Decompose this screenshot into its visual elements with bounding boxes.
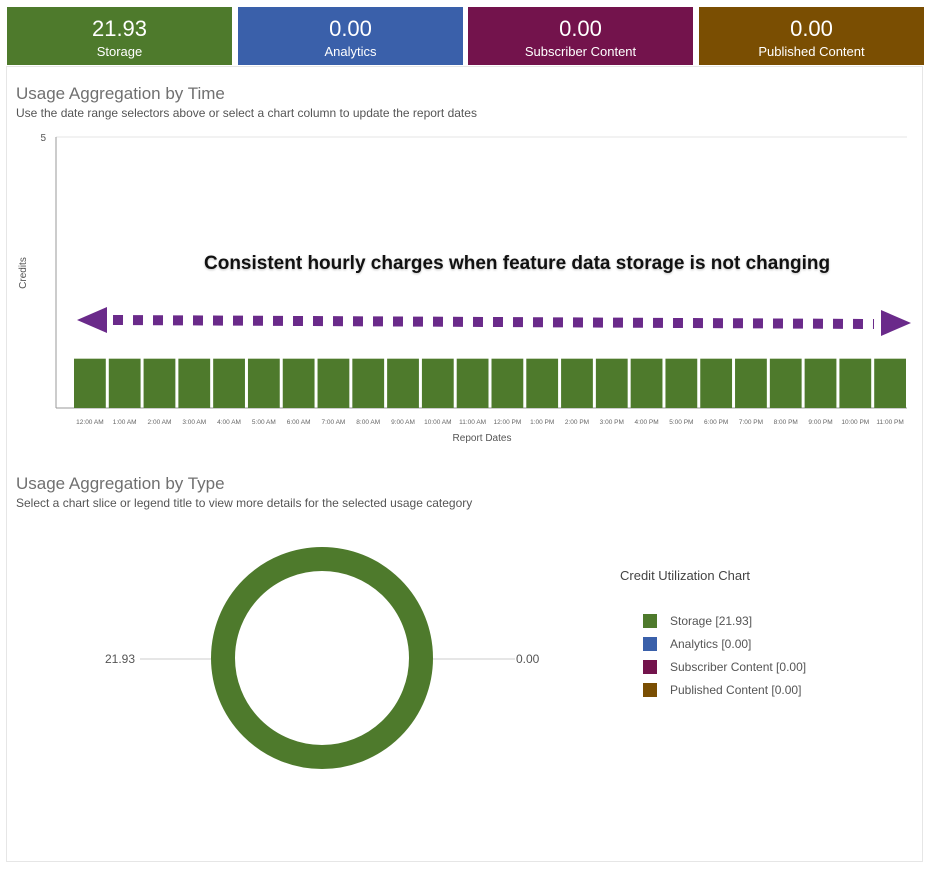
x-tick-label: 11:00 AM — [459, 419, 486, 426]
legend-label: Storage [21.93] — [670, 613, 753, 628]
x-tick-label: 1:00 AM — [113, 419, 137, 426]
donut-legend: Credit Utilization Chart Storage [21.93]… — [620, 568, 920, 701]
legend-item-subscriber-content[interactable]: Subscriber Content [0.00] — [620, 655, 920, 678]
annotation-text: Consistent hourly charges when feature d… — [204, 253, 831, 274]
x-tick-label: 5:00 AM — [252, 419, 276, 426]
donut-data-label: 0.00 — [516, 652, 540, 666]
bar[interactable] — [561, 358, 593, 408]
arrow-shaft — [112, 315, 875, 329]
legend-swatch — [643, 636, 657, 651]
type-section-subtitle: Select a chart slice or legend title to … — [16, 496, 473, 510]
arrow-head-left — [77, 307, 107, 333]
y-tick-label: 5 — [40, 133, 46, 144]
legend-label: Subscriber Content [0.00] — [670, 659, 807, 674]
x-tick-label: 12:00 PM — [493, 419, 521, 426]
x-tick-label: 1:00 PM — [530, 419, 554, 426]
x-tick-label: 10:00 AM — [424, 419, 451, 426]
x-tick-label: 4:00 AM — [217, 419, 241, 426]
usage-donut-chart: 21.93 0.00 — [105, 547, 540, 769]
report-panel — [6, 66, 923, 862]
x-axis-label: Report Dates — [453, 433, 512, 444]
bar[interactable] — [317, 358, 350, 408]
x-tick-label: 9:00 PM — [808, 419, 832, 426]
bar[interactable] — [74, 358, 106, 408]
bar[interactable] — [630, 358, 663, 408]
legend-label: Published Content [0.00] — [670, 682, 802, 697]
bar[interactable] — [491, 358, 524, 408]
tile-label: Storage — [96, 44, 143, 59]
tile-label: Analytics — [324, 44, 377, 59]
bar[interactable] — [839, 358, 872, 408]
tile-value: 21.93 — [91, 16, 148, 41]
x-tick-label: 11:00 PM — [876, 419, 903, 426]
bar[interactable] — [665, 358, 698, 408]
double-arrow-annotation-icon — [77, 307, 911, 336]
legend-item-storage[interactable]: Storage [21.93] — [620, 609, 920, 632]
x-tick-label: 8:00 AM — [356, 419, 380, 426]
x-tick-label: 6:00 AM — [287, 419, 311, 426]
x-tick-label: 2:00 AM — [148, 419, 172, 426]
legend-label: Analytics [0.00] — [670, 636, 752, 651]
tile-value: 0.00 — [329, 16, 372, 41]
tile-storage[interactable]: 21.93 Storage — [7, 7, 232, 65]
bar[interactable] — [213, 358, 245, 408]
type-section-title: Usage Aggregation by Type — [16, 474, 225, 493]
tile-published-content[interactable]: 0.00 Published Content — [699, 7, 924, 65]
x-tick-label: 12:00 AM — [76, 419, 103, 426]
tile-value: 0.00 — [559, 16, 602, 41]
x-tick-label: 7:00 PM — [739, 419, 763, 426]
x-tick-label: 2:00 PM — [565, 419, 589, 426]
bar[interactable] — [804, 358, 837, 408]
bar[interactable] — [247, 358, 280, 408]
bar[interactable] — [700, 358, 733, 408]
x-tick-label: 10:00 PM — [841, 419, 869, 426]
arrow-head-right — [881, 310, 911, 336]
x-tick-label: 4:00 PM — [634, 419, 658, 426]
bar[interactable] — [143, 358, 176, 408]
bar[interactable] — [874, 358, 906, 408]
bar[interactable] — [387, 358, 419, 408]
x-tick-label: 5:00 PM — [669, 419, 693, 426]
time-bar-chart: 5 12:00 AM 1:00 AM 2:00 AM 3:00 AM 4:00 AM 5:0… — [18, 133, 907, 444]
bar[interactable] — [526, 358, 559, 408]
bar[interactable] — [108, 358, 141, 408]
x-tick-label: 9:00 AM — [391, 419, 415, 426]
tile-label: Subscriber Content — [524, 44, 637, 59]
donut-data-label: 21.93 — [105, 652, 135, 666]
legend-title: Credit Utilization Chart — [620, 568, 751, 583]
time-section-subtitle: Use the date range selectors above or se… — [16, 106, 477, 120]
x-tick-label: 3:00 AM — [182, 419, 206, 426]
legend-swatch — [643, 659, 657, 674]
tile-subscriber-content[interactable]: 0.00 Subscriber Content — [468, 7, 693, 65]
legend-item-published-content[interactable]: Published Content [0.00] — [620, 678, 920, 701]
x-tick-label: 3:00 PM — [600, 419, 624, 426]
bar[interactable] — [178, 358, 211, 408]
donut-slice[interactable] — [211, 547, 433, 769]
tile-analytics[interactable]: 0.00 Analytics — [238, 7, 463, 65]
x-tick-label: 8:00 PM — [774, 419, 798, 426]
x-tick-label: 6:00 PM — [704, 419, 728, 426]
time-section-title: Usage Aggregation by Time — [16, 84, 225, 103]
bar[interactable] — [769, 358, 802, 408]
legend-swatch — [643, 682, 657, 697]
bar[interactable] — [421, 358, 454, 408]
legend-item-analytics[interactable]: Analytics [0.00] — [620, 632, 920, 655]
tile-label: Published Content — [758, 44, 865, 59]
tile-value: 0.00 — [790, 16, 833, 41]
bar[interactable] — [282, 358, 315, 408]
bar[interactable] — [352, 358, 385, 408]
legend-swatch — [643, 613, 657, 628]
y-axis-label: Credits — [18, 257, 29, 289]
bar[interactable] — [595, 358, 628, 408]
bar[interactable] — [456, 358, 489, 408]
bar[interactable] — [735, 358, 767, 408]
x-tick-label: 7:00 AM — [322, 419, 346, 426]
